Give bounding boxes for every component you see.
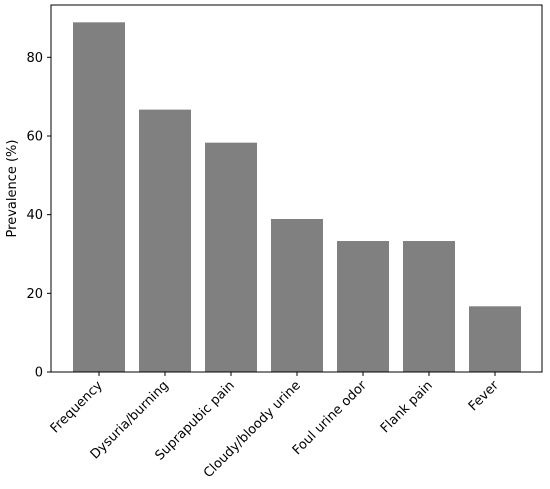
y-tick-label: 60	[26, 129, 43, 144]
bar-0	[73, 22, 125, 372]
bar-3	[271, 218, 323, 372]
y-tick-label: 0	[35, 366, 43, 381]
x-tick-label: Frequency	[48, 378, 106, 436]
bar-4	[337, 241, 389, 372]
bars-group	[73, 22, 521, 372]
bar-2	[205, 142, 257, 372]
y-tick-label: 20	[26, 287, 43, 302]
y-tick-label: 80	[26, 51, 43, 66]
x-tick-label: Flank pain	[378, 378, 436, 436]
x-tick-label: Fever	[466, 378, 502, 414]
y-axis-ticks: 0 20 40 60 80	[26, 51, 51, 381]
y-tick-label: 40	[26, 208, 43, 223]
bar-1	[139, 109, 191, 372]
y-axis-title: Prevalence (%)	[5, 140, 20, 238]
bar-5	[403, 241, 455, 372]
bar-6	[469, 306, 521, 372]
plot-area-frame	[50, 4, 543, 373]
